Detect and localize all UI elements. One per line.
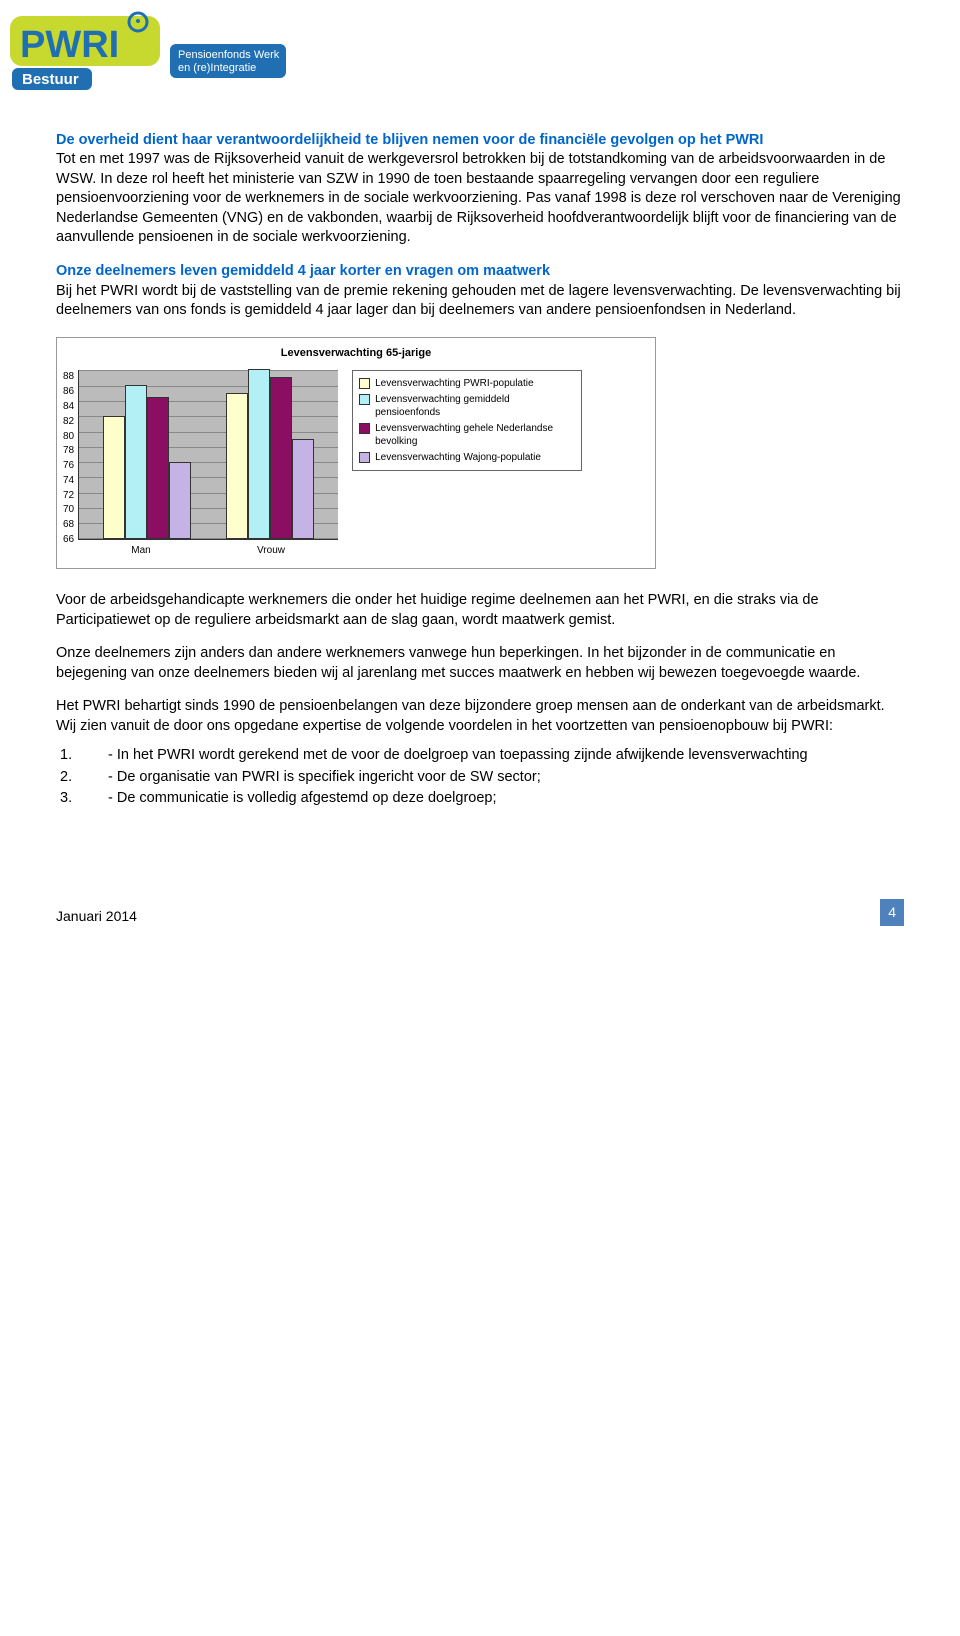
chart-bar [147,397,169,540]
chart-bar [270,377,292,539]
logo-tagline1: Pensioenfonds Werk [178,49,280,61]
chart-bar-group [226,369,314,539]
section1-heading: De overheid dient haar verantwoordelijkh… [56,131,904,151]
logo-tagline2: en (re)Integratie [178,62,256,74]
body-para-2: Onze deelnemers zijn anders dan andere w… [56,644,904,683]
chart-title: Levensverwachting 65-jarige [63,346,649,361]
body-para-1: Voor de arbeidsgehandicapte werknemers d… [56,591,904,630]
list-item: 3. - De communicatie is volledig afgeste… [60,789,904,809]
chart-x-label: Man [131,544,150,558]
legend-item: Levensverwachting Wajong-populatie [359,451,575,465]
legend-label: Levensverwachting Wajong-populatie [375,451,541,465]
chart-bar [103,416,125,540]
section1-body: Tot en met 1997 was de Rijksoverheid van… [56,150,904,248]
legend-label: Levensverwachting PWRI-populatie [375,377,533,391]
legend-label: Levensverwachting gehele Nederlandse bev… [375,422,575,449]
chart-legend: Levensverwachting PWRI-populatie Levensve… [352,370,582,471]
chart-bar [226,393,248,540]
legend-swatch [359,394,370,405]
legend-swatch [359,378,370,389]
footer-date: Januari 2014 [56,907,137,926]
list-item: 2. - De organisatie van PWRI is specifie… [60,768,904,788]
chart-bar [169,462,191,539]
legend-swatch [359,423,370,434]
legend-swatch [359,452,370,463]
chart-bar-group [103,385,191,540]
chart-bar [248,369,270,539]
page-number: 4 [880,899,904,926]
legend-item: Levensverwachting PWRI-populatie [359,377,575,391]
body-para-3: Het PWRI behartigt sinds 1990 de pensioe… [56,697,904,736]
chart-bar [292,439,314,539]
logo-brand-text: PWRI [20,24,119,66]
advantages-list: 1. - In het PWRI wordt gerekend met de v… [60,746,904,809]
chart-y-axis: 888684828078767472706866 [63,370,78,546]
section2-heading: Onze deelnemers leven gemiddeld 4 jaar k… [56,263,550,279]
chart-plot-area [78,370,338,540]
legend-label: Levensverwachting gemiddeld pensioenfond… [375,393,575,420]
logo-sub-text: Bestuur [22,71,79,88]
legend-item: Levensverwachting gemiddeld pensioenfond… [359,393,575,420]
chart-x-axis: Man Vrouw [78,544,338,558]
logo: PWRI Bestuur Pensioenfonds Werk en (re)I… [8,8,960,103]
chart-bar [125,385,147,540]
legend-item: Levensverwachting gehele Nederlandse bev… [359,422,575,449]
list-item: 1. - In het PWRI wordt gerekend met de v… [60,746,904,766]
life-expectancy-chart: Levensverwachting 65-jarige 888684828078… [56,337,656,569]
section2-body: Bij het PWRI wordt bij de vaststelling v… [56,283,901,319]
chart-x-label: Vrouw [257,544,285,558]
